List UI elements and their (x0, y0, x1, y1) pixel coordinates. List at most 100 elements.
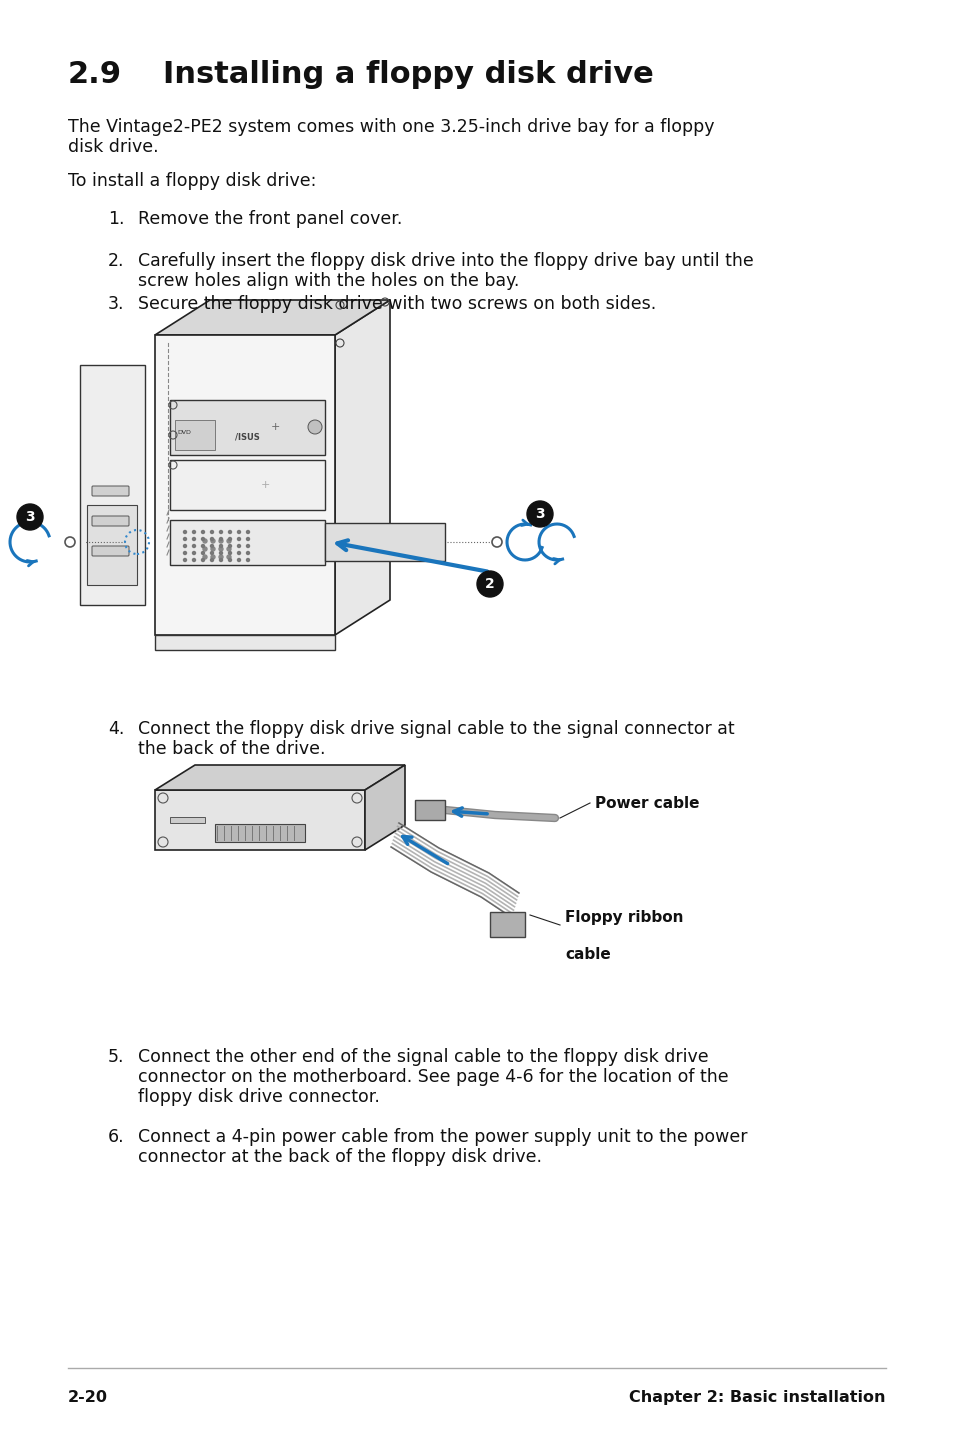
Circle shape (229, 558, 232, 561)
Circle shape (211, 558, 213, 561)
Circle shape (211, 555, 214, 559)
Circle shape (227, 539, 231, 544)
Text: To install a floppy disk drive:: To install a floppy disk drive: (68, 173, 316, 190)
FancyBboxPatch shape (91, 516, 129, 526)
Text: disk drive.: disk drive. (68, 138, 158, 155)
Bar (170, 460, 325, 510)
Circle shape (201, 545, 204, 548)
Text: Connect the other end of the signal cable to the floppy disk drive: Connect the other end of the signal cabl… (138, 1048, 708, 1066)
Text: 5.: 5. (108, 1048, 125, 1066)
Bar (415, 800, 444, 820)
Bar (170, 521, 325, 565)
Circle shape (183, 545, 186, 548)
Text: 3: 3 (535, 508, 544, 521)
Circle shape (219, 555, 223, 559)
Circle shape (229, 552, 232, 555)
Circle shape (246, 552, 250, 555)
Bar (170, 400, 325, 454)
Text: 3: 3 (25, 510, 34, 523)
Text: 3.: 3. (108, 295, 125, 313)
Circle shape (229, 531, 232, 533)
Text: Power cable: Power cable (595, 795, 699, 811)
Circle shape (203, 539, 207, 544)
Text: connector on the motherboard. See page 4-6 for the location of the: connector on the motherboard. See page 4… (138, 1068, 728, 1086)
Text: floppy disk drive connector.: floppy disk drive connector. (138, 1089, 379, 1106)
Text: Carefully insert the floppy disk drive into the floppy drive bay until the: Carefully insert the floppy disk drive i… (138, 252, 753, 270)
Text: Remove the front panel cover.: Remove the front panel cover. (138, 210, 402, 229)
Circle shape (526, 500, 553, 526)
Circle shape (246, 531, 250, 533)
Circle shape (201, 552, 204, 555)
Circle shape (211, 545, 213, 548)
Bar (87, 505, 137, 585)
Text: 2.: 2. (108, 252, 125, 270)
Circle shape (183, 538, 186, 541)
Bar (214, 824, 305, 843)
Polygon shape (154, 765, 405, 789)
Circle shape (211, 531, 213, 533)
Circle shape (183, 531, 186, 533)
Polygon shape (335, 301, 390, 636)
Circle shape (211, 538, 213, 541)
Circle shape (229, 538, 232, 541)
Bar (154, 789, 365, 850)
Bar (325, 523, 444, 561)
Text: the back of the drive.: the back of the drive. (138, 741, 325, 758)
Circle shape (219, 558, 222, 561)
Circle shape (227, 546, 231, 551)
Circle shape (211, 552, 213, 555)
Polygon shape (365, 765, 405, 850)
Circle shape (203, 555, 207, 559)
Circle shape (211, 539, 214, 544)
Circle shape (201, 538, 204, 541)
Text: +: + (270, 421, 279, 431)
Circle shape (193, 538, 195, 541)
Text: cable: cable (564, 925, 610, 962)
Text: DVD: DVD (177, 430, 191, 436)
Circle shape (201, 531, 204, 533)
Circle shape (246, 545, 250, 548)
Circle shape (193, 552, 195, 555)
Text: 4.: 4. (108, 720, 124, 738)
Bar (174, 420, 214, 450)
FancyBboxPatch shape (91, 546, 129, 557)
Circle shape (237, 531, 240, 533)
Circle shape (219, 545, 222, 548)
Text: 1.: 1. (108, 210, 125, 229)
Text: Secure the floppy disk drive with two screws on both sides.: Secure the floppy disk drive with two sc… (138, 295, 656, 313)
Text: Connect a 4-pin power cable from the power supply unit to the power: Connect a 4-pin power cable from the pow… (138, 1127, 747, 1146)
Circle shape (183, 552, 186, 555)
Text: /ISUS: /ISUS (234, 433, 259, 441)
Text: Installing a floppy disk drive: Installing a floppy disk drive (163, 60, 653, 89)
Text: Connect the floppy disk drive signal cable to the signal connector at: Connect the floppy disk drive signal cab… (138, 720, 734, 738)
Circle shape (211, 546, 214, 551)
Circle shape (193, 558, 195, 561)
Circle shape (308, 420, 322, 434)
Circle shape (219, 539, 223, 544)
Text: 2: 2 (485, 577, 495, 591)
Text: screw holes align with the holes on the bay.: screw holes align with the holes on the … (138, 272, 518, 290)
FancyBboxPatch shape (91, 486, 129, 496)
Circle shape (219, 552, 222, 555)
Circle shape (201, 558, 204, 561)
Circle shape (183, 558, 186, 561)
Circle shape (193, 531, 195, 533)
Polygon shape (154, 301, 390, 335)
Bar (80, 365, 145, 605)
Bar (490, 912, 524, 938)
Circle shape (246, 558, 250, 561)
Text: 6.: 6. (108, 1127, 125, 1146)
Circle shape (193, 545, 195, 548)
Circle shape (237, 552, 240, 555)
Text: Chapter 2: Basic installation: Chapter 2: Basic installation (629, 1391, 885, 1405)
Text: 2-20: 2-20 (68, 1391, 108, 1405)
Circle shape (237, 538, 240, 541)
Bar (170, 817, 205, 823)
Circle shape (17, 503, 43, 531)
Text: Floppy ribbon: Floppy ribbon (564, 910, 682, 925)
Circle shape (246, 538, 250, 541)
Circle shape (219, 538, 222, 541)
Circle shape (219, 546, 223, 551)
Bar (154, 636, 335, 650)
Bar (154, 335, 335, 636)
